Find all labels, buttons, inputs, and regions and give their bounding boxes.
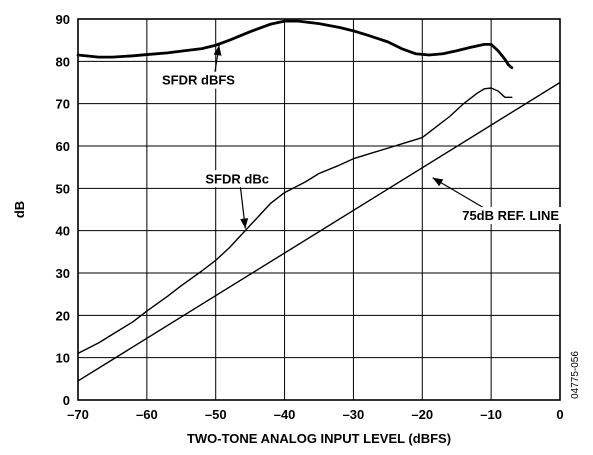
annotation-arrows (213, 45, 485, 229)
x-tick-label: –70 (67, 407, 89, 422)
y-tick-label: 50 (56, 181, 70, 196)
y-tick-label: 60 (56, 139, 70, 154)
annotation-ref-line-background (459, 207, 563, 225)
y-axis-title: dB (12, 201, 27, 218)
annotation-ref-line-label: 75dB REF. LINE (462, 208, 559, 223)
x-tick-label: –60 (136, 407, 158, 422)
y-tick-label: 20 (56, 308, 70, 323)
y-tick-label: 80 (56, 54, 70, 69)
x-axis-title: TWO-TONE ANALOG INPUT LEVEL (dBFS) (187, 431, 451, 446)
x-tick-label: –30 (343, 407, 365, 422)
x-tick-label: –50 (205, 407, 227, 422)
annotation-sfdr-dbfs-background (159, 71, 239, 89)
figure-id: 04775-056 (570, 351, 581, 399)
y-tick-label: 0 (63, 393, 70, 408)
tick-labels: 0 10 20 30 40 50 60 70 80 90 –70 –60 –50 –40 –30 –20 –10… (56, 12, 564, 422)
annotation-sfdr-dbfs-label: SFDR dBFS (162, 73, 235, 88)
series-reference-line (77, 81, 561, 382)
annotation-sfdr-dbfs-arrow-head (213, 45, 222, 56)
x-tick-label: –20 (411, 407, 433, 422)
annotation-sfdr-dbc-background (202, 170, 272, 188)
annotation-labels: SFDR dBFS SFDR dBc 75dB REF. LINE (159, 71, 563, 225)
series-sfdr-dbc (77, 87, 513, 355)
x-tick-label: –40 (274, 407, 296, 422)
y-tick-label: 30 (56, 266, 70, 281)
x-tick-label: 0 (556, 407, 563, 422)
y-tick-label: 40 (56, 224, 70, 239)
annotation-ref-line-arrow-head (432, 177, 444, 187)
y-tick-label: 90 (56, 12, 70, 27)
y-tick-label: 10 (56, 351, 70, 366)
annotation-sfdr-dbc-label: SFDR dBc (205, 171, 269, 186)
y-tick-label: 70 (56, 97, 70, 112)
series-sfdr-dbfs (76, 19, 514, 70)
annotation-sfdr-dbc-arrow-head (240, 218, 249, 229)
x-tick-label: –10 (480, 407, 502, 422)
series-layer (76, 19, 561, 382)
